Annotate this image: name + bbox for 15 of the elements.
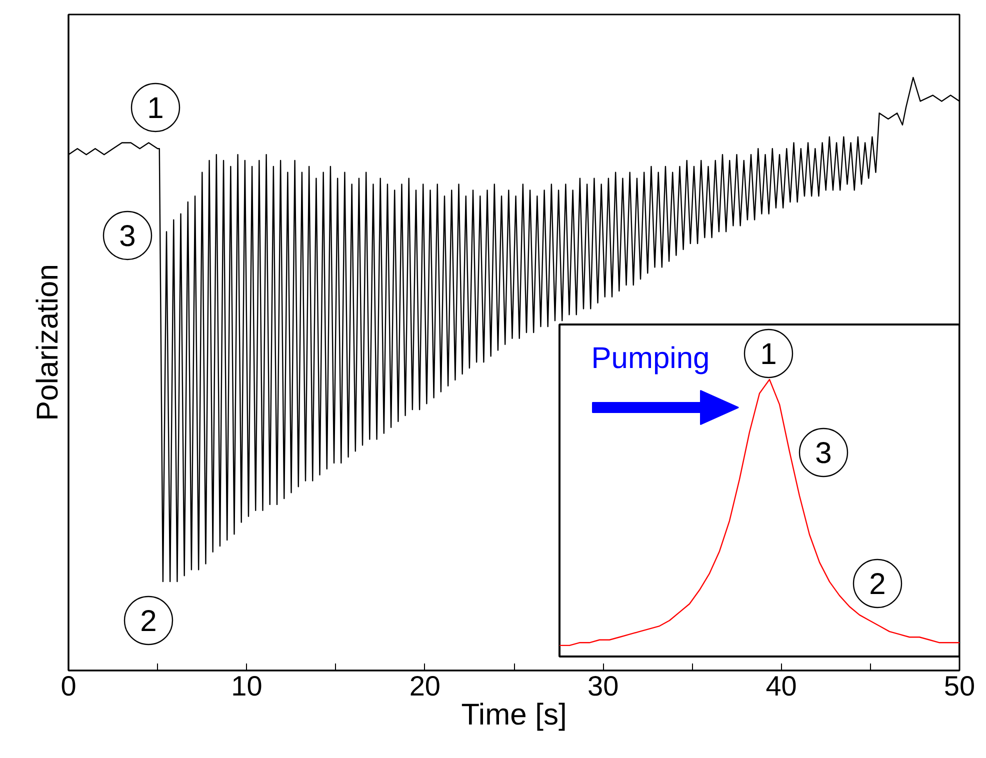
annotation: 1 <box>760 338 777 371</box>
x-tick-label: 50 <box>944 670 976 702</box>
x-tick-label: 30 <box>588 670 619 702</box>
x-tick-label: 40 <box>766 670 797 702</box>
annotation: 3 <box>815 437 832 470</box>
x-tick-label: 20 <box>409 670 440 702</box>
y-axis-title: Polarization <box>32 264 64 421</box>
annotation: Pumping <box>591 342 710 375</box>
x-tick-label: 10 <box>231 670 262 702</box>
x-tick-label: 0 <box>60 670 76 702</box>
annotation: 2 <box>869 568 886 601</box>
x-axis-title: Time [s] <box>461 698 567 732</box>
annotation: 2 <box>140 605 157 638</box>
annotation: 1 <box>147 92 164 125</box>
annotation: 3 <box>119 220 136 253</box>
